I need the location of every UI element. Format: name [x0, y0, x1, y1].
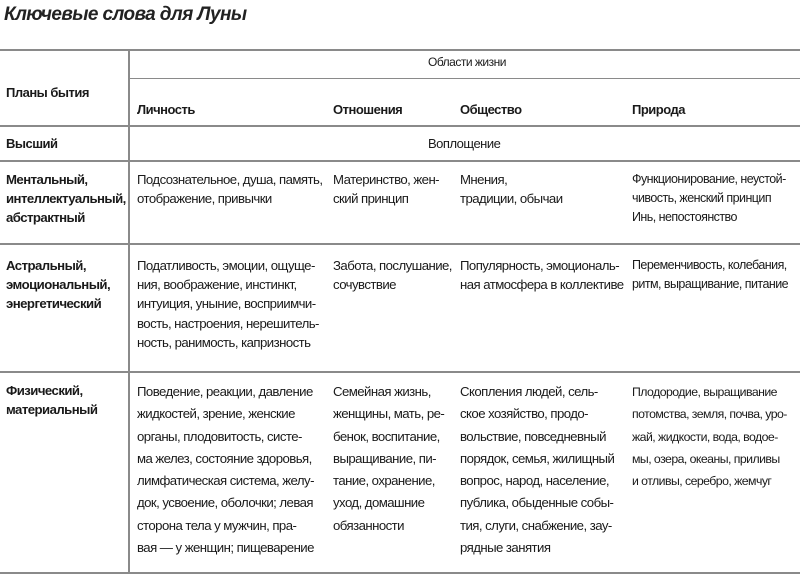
plane-label: Астральный, эмоциональный, энергетически…: [6, 258, 111, 312]
header-nature: Природа: [632, 102, 685, 117]
table-cell: Податливость, эмоции, ощуще- ния, вообра…: [137, 258, 319, 350]
table-cell: Материнство, жен- ский принцип: [333, 172, 440, 207]
header-planes: Планы бытия: [6, 85, 89, 100]
divider: [0, 572, 800, 574]
table-cell: Семейная жизнь, женщины, мать, ре- бенок…: [333, 384, 445, 533]
divider: [0, 243, 800, 245]
plane-label: Ментальный, интеллектуальный, абстрактны…: [6, 172, 126, 226]
header-relations: Отношения: [333, 102, 403, 117]
page-title: Ключевые слова для Луны: [4, 4, 247, 25]
table-cell: Переменчивость, колебания, ритм, выращив…: [632, 258, 789, 292]
plane-label: Физический, материальный: [6, 383, 98, 418]
merged-cell: Воплощение: [428, 136, 501, 151]
divider: [129, 78, 800, 79]
header-society: Общество: [460, 102, 522, 117]
table-cell: Поведение, реакции, давление жидкостей, …: [137, 384, 314, 556]
table-cell: Скопления людей, сель- ское хозяйство, п…: [460, 384, 615, 556]
header-group: Области жизни: [428, 55, 506, 69]
header-personality: Личность: [137, 102, 195, 117]
table-cell: Популярность, эмоциональ- ная атмосфера …: [460, 258, 624, 293]
table-cell: Подсознательное, душа, память, отображен…: [137, 172, 323, 207]
divider: [128, 49, 130, 574]
divider: [0, 125, 800, 127]
table-cell: Забота, послушание, сочувствие: [333, 258, 452, 293]
table-cell: Функционирование, неустой- чивость, женс…: [632, 172, 786, 225]
divider: [0, 371, 800, 373]
table-cell: Мнения, традиции, обычаи: [460, 172, 563, 207]
divider: [0, 49, 800, 51]
plane-label: Высший: [6, 136, 58, 151]
divider: [0, 160, 800, 162]
table-cell: Плодородие, выращивание потомства, земля…: [632, 385, 787, 489]
